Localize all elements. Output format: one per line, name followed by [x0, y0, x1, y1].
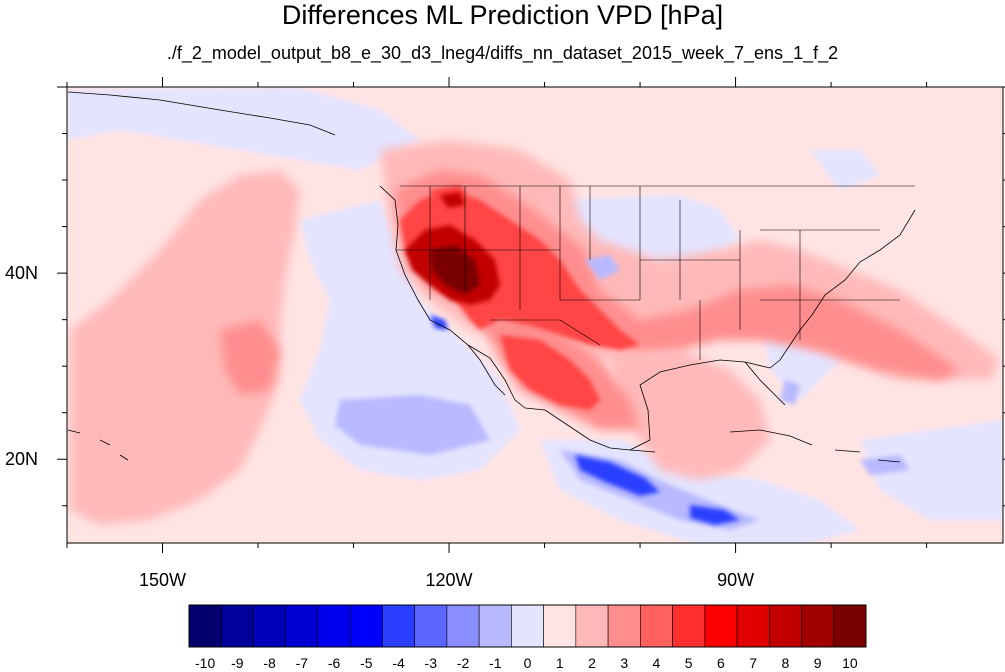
colorbar-swatch	[317, 604, 351, 648]
longitude-labels: 150W 120W 90W	[139, 570, 754, 590]
colorbar-label: -1	[489, 655, 502, 671]
colorbar-swatch	[607, 604, 641, 648]
colorbar-frame	[188, 604, 867, 648]
colorbar-label: 2	[588, 655, 596, 671]
colorbar-swatch	[543, 604, 577, 648]
colorbar-swatch	[220, 604, 254, 648]
colorbar-swatch	[253, 604, 287, 648]
latitude-labels: 40N 20N	[5, 263, 38, 469]
colorbar-swatch	[575, 604, 609, 648]
colorbar-label: -10	[195, 655, 215, 671]
colorbar-label: 10	[842, 655, 858, 671]
colorbar-labels: -10 -9 -8 -7 -6 -5 -4 -3 -2 -1 0 1 2 3 4 5 6 7 8 9 10	[195, 655, 858, 671]
colorbar-label: 5	[685, 655, 693, 671]
colorbar-swatch	[768, 604, 802, 648]
colorbar-label: -7	[296, 655, 309, 671]
colorbar-swatch	[349, 604, 383, 648]
darkest-red-regions	[430, 245, 480, 295]
lon-label: 150W	[139, 570, 186, 590]
state-borders	[396, 185, 915, 360]
colorbar-label: 9	[814, 655, 822, 671]
deep-blue-regions	[430, 315, 740, 525]
colorbar-swatch	[704, 604, 738, 648]
colorbar-swatch	[188, 604, 222, 648]
colorbar-label: -4	[392, 655, 405, 671]
lat-label: 20N	[5, 449, 38, 469]
colorbar-label: 1	[556, 655, 564, 671]
map-subtitle: ./f_2_model_output_b8_e_30_d3_lneg4/diff…	[166, 43, 839, 63]
lon-label: 90W	[717, 570, 754, 590]
colorbar-swatch	[285, 604, 319, 648]
map-field	[67, 87, 1003, 543]
colorbar-label: 0	[524, 655, 532, 671]
colorbar-label: -5	[360, 655, 373, 671]
colorbar-swatch	[640, 604, 673, 648]
colorbar-swatch	[833, 604, 867, 648]
colorbar-label: -6	[328, 655, 341, 671]
colorbar-swatch	[382, 604, 415, 648]
colorbar-swatch	[478, 604, 512, 648]
colorbar-swatch	[446, 604, 480, 648]
colorbar-label: 7	[749, 655, 757, 671]
colorbar-swatch	[672, 604, 706, 648]
colorbar-swatch	[414, 604, 448, 648]
lon-label: 120W	[426, 570, 473, 590]
map-frame	[66, 86, 1004, 544]
colorbar-label: 4	[653, 655, 661, 671]
colorbar-label: 8	[782, 655, 790, 671]
colorbar-swatch	[736, 604, 770, 648]
lat-label: 40N	[5, 263, 38, 283]
colorbar	[188, 604, 867, 648]
colorbar-swatch	[801, 604, 835, 648]
colorbar-label: -3	[425, 655, 438, 671]
colorbar-swatch	[511, 604, 544, 648]
colorbar-label: 3	[620, 655, 628, 671]
colorbar-label: 6	[717, 655, 725, 671]
colorbar-label: -2	[457, 655, 470, 671]
colorbar-label: -8	[263, 655, 276, 671]
coastlines	[67, 91, 916, 463]
colorbar-label: -9	[231, 655, 244, 671]
map-title: Differences ML Prediction VPD [hPa]	[281, 0, 724, 30]
